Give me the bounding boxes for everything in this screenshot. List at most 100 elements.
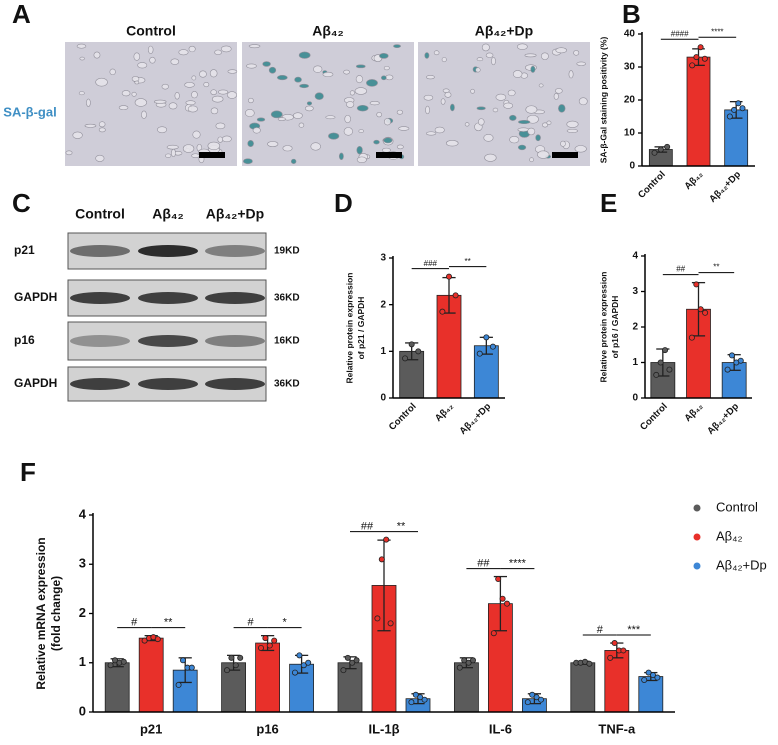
cell (344, 114, 351, 124)
scale-bar (199, 152, 225, 158)
cell (184, 82, 195, 88)
cell (191, 75, 197, 81)
data-point (291, 669, 298, 676)
cell (525, 105, 538, 114)
cell (79, 56, 85, 61)
cell (433, 50, 440, 56)
significance-label: # (597, 624, 604, 636)
error-bar (493, 575, 507, 632)
cell (98, 127, 106, 133)
cell (343, 69, 350, 75)
cell (529, 157, 534, 163)
data-point (262, 635, 269, 642)
data-point (340, 667, 347, 674)
cell (268, 66, 277, 74)
cell (185, 100, 196, 106)
cell (356, 104, 369, 112)
y-tick-label: 1 (380, 346, 386, 357)
cell (134, 80, 140, 85)
cell (227, 69, 238, 74)
significance-label: **** (509, 557, 527, 569)
cell (165, 153, 172, 158)
data-point (662, 347, 669, 354)
data-point (421, 696, 428, 703)
cell (277, 117, 286, 121)
band (205, 292, 265, 304)
panel-letter: C (12, 188, 31, 218)
cell (211, 95, 224, 103)
data-point (344, 654, 351, 661)
data-point (728, 352, 735, 359)
cell (383, 137, 393, 144)
bar (686, 56, 711, 167)
cell (95, 154, 105, 162)
lane-label: Control (75, 206, 125, 222)
data-point (653, 371, 660, 378)
size-label: 36KD (274, 379, 300, 390)
cell (540, 52, 549, 60)
significance-label: #### (671, 29, 689, 38)
cell (294, 76, 302, 83)
data-point (657, 146, 664, 153)
data-point (697, 306, 704, 313)
cell (349, 90, 355, 96)
cell (121, 90, 131, 97)
significance-label: * (282, 617, 287, 629)
cell (191, 153, 200, 158)
band (70, 245, 130, 257)
data-point (154, 636, 161, 643)
cell (343, 127, 353, 136)
cell (313, 65, 323, 73)
protein-label: p16 (14, 333, 35, 347)
cell (509, 135, 520, 144)
bar (570, 662, 596, 713)
cell (546, 120, 552, 125)
cell (425, 105, 430, 115)
y-tick-label: 0 (632, 393, 638, 404)
data-point (495, 576, 502, 583)
x-tick-label: Aβ₄₂ (682, 169, 705, 192)
cell (354, 87, 368, 95)
cell (566, 128, 579, 133)
cell (537, 150, 550, 159)
cell (517, 144, 527, 151)
data-point (412, 691, 419, 698)
significance-label: ## (676, 265, 685, 274)
data-point (688, 334, 695, 341)
bar (604, 650, 630, 713)
data-point (271, 637, 278, 644)
x-tick-label: Control (636, 169, 668, 201)
y-tick-label: 4 (632, 251, 638, 262)
data-point (175, 681, 182, 688)
cell (215, 122, 226, 130)
y-axis-label: (fold change) (49, 576, 63, 651)
legend-label: Control (716, 499, 758, 514)
cell (328, 132, 340, 140)
cell (157, 126, 168, 134)
cell (161, 83, 169, 90)
cell (464, 122, 470, 127)
cell (282, 145, 293, 152)
panel-letter: E (600, 188, 617, 218)
lane-label: Aβ₄₂+Dp (206, 206, 264, 222)
cell (476, 106, 486, 111)
cell (192, 130, 201, 139)
band (138, 335, 198, 347)
cell (65, 150, 73, 156)
y-axis-label: Relative mRNA expression (34, 537, 48, 689)
cell (298, 122, 305, 128)
data-point (731, 106, 738, 113)
cell (568, 70, 574, 79)
column-label: Control (126, 23, 176, 39)
significance-label: # (248, 617, 255, 629)
data-point (538, 696, 545, 703)
cell (298, 51, 311, 59)
y-tick-label: 1 (79, 654, 86, 669)
cell (293, 112, 303, 119)
y-tick-label: 4 (79, 506, 87, 521)
legend-label: Aβ₄₂+Dp (716, 557, 767, 572)
cell (481, 43, 490, 52)
cell (355, 64, 366, 69)
cell (425, 75, 435, 80)
data-point (305, 659, 312, 666)
